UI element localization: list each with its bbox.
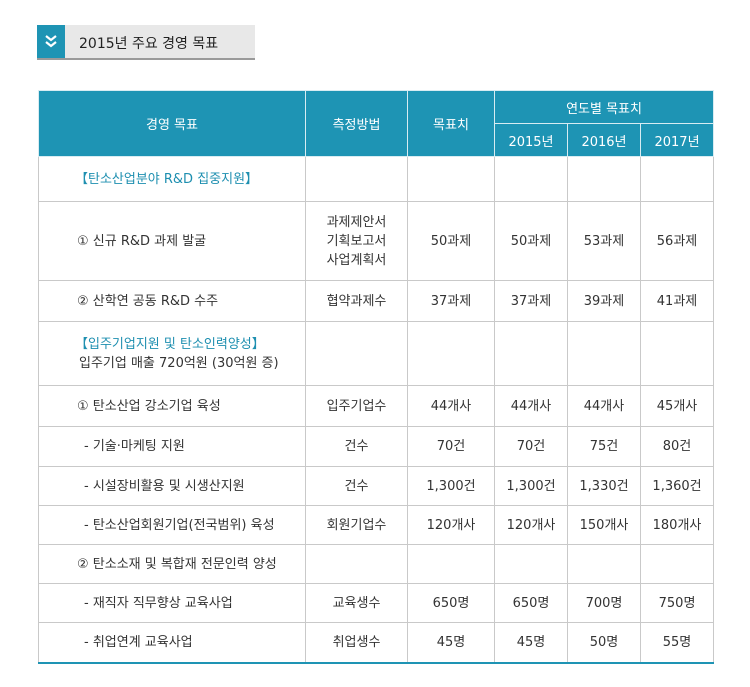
year-2016-cell: 39과제 — [567, 280, 641, 322]
table-row: - 취업연계 교육사업 취업생수 45명 45명 50명 55명 — [38, 622, 715, 664]
section-subtitle-tenant: 입주기업 매출 720억원 (30억원 증) — [79, 355, 279, 371]
goal-cell: - 재직자 직무향상 교육사업 — [38, 583, 306, 623]
goal-cell: ② 탄소소재 및 복합재 전문인력 양성 — [38, 544, 306, 584]
header-year-2015: 2015년 — [494, 123, 568, 157]
table-row: - 시설장비활용 및 시생산지원 건수 1,300건 1,300건 1,330건… — [38, 466, 715, 506]
year-2016-cell: 700명 — [567, 583, 641, 623]
method-line: 사업계획서 — [326, 252, 387, 268]
header-method: 측정방법 — [305, 90, 408, 157]
method-cell: 건수 — [305, 466, 408, 506]
year-2015-cell: 50과제 — [494, 201, 568, 281]
section-title-tenant-label: 【입주기업지원 및 탄소인력양성】 — [75, 336, 265, 352]
year-2016-cell: 150개사 — [567, 505, 641, 545]
year-2017-cell: 56과제 — [639, 201, 715, 281]
section-title-rd: 【탄소산업분야 R&D 집중지원】 — [38, 156, 306, 202]
target-cell: 1,300건 — [407, 466, 495, 506]
table-row: ② 탄소소재 및 복합재 전문인력 양성 — [38, 544, 715, 584]
header-goal: 경영 목표 — [38, 90, 306, 157]
year-2015-cell: 120개사 — [494, 505, 568, 545]
method-cell: 회원기업수 — [305, 505, 408, 545]
year-2016-cell: 1,330건 — [567, 466, 641, 506]
method-cell: 과제제안서 기획보고서 사업계획서 — [305, 201, 408, 281]
header-target: 목표치 — [407, 90, 495, 157]
management-goals-table: 경영 목표 측정방법 목표치 연도별 목표치 2015년 2016년 2017년… — [38, 90, 715, 664]
target-cell: 120개사 — [407, 505, 495, 545]
target-cell: 45명 — [407, 622, 495, 664]
page-title: 2015년 주요 경영 목표 — [79, 36, 219, 52]
page-title-box: 2015년 주요 경영 목표 — [37, 25, 255, 60]
year-2016-cell: 44개사 — [567, 385, 641, 427]
year-2016-cell: 53과제 — [567, 201, 641, 281]
method-line: 과제제안서 — [326, 214, 387, 230]
section-title-rd-label: 【탄소산업분야 R&D 집중지원】 — [75, 171, 259, 187]
year-2017-cell: 45개사 — [639, 385, 715, 427]
goal-cell: - 기술·마케팅 지원 — [38, 426, 306, 467]
method-cell: 입주기업수 — [305, 385, 408, 427]
method-cell: 건수 — [305, 426, 408, 467]
table-row: ① 탄소산업 강소기업 육성 입주기업수 44개사 44개사 44개사 45개사 — [38, 385, 715, 427]
goal-cell: ① 신규 R&D 과제 발굴 — [38, 201, 306, 281]
table-row: 【탄소산업분야 R&D 집중지원】 — [38, 156, 715, 202]
year-2017-cell: 80건 — [639, 426, 715, 467]
header-yearly: 연도별 목표치 — [493, 90, 715, 124]
year-2017-cell: 41과제 — [639, 280, 715, 322]
year-2015-cell: 45명 — [494, 622, 568, 664]
target-cell: 37과제 — [407, 280, 495, 322]
method-cell: 취업생수 — [305, 622, 408, 664]
table-row: ② 산학연 공동 R&D 수주 협약과제수 37과제 37과제 39과제 41과… — [38, 280, 715, 322]
table-row: - 탄소산업회원기업(전국범위) 육성 회원기업수 120개사 120개사 15… — [38, 505, 715, 545]
goal-cell: - 시설장비활용 및 시생산지원 — [38, 466, 306, 506]
goal-cell: - 탄소산업회원기업(전국범위) 육성 — [38, 505, 306, 545]
method-line: 기획보고서 — [326, 233, 387, 249]
goal-cell: - 취업연계 교육사업 — [38, 622, 306, 664]
header-year-2016: 2016년 — [567, 123, 641, 157]
target-cell: 650명 — [407, 583, 495, 623]
year-2015-cell: 70건 — [494, 426, 568, 467]
method-cell: 교육생수 — [305, 583, 408, 623]
target-cell: 70건 — [407, 426, 495, 467]
year-2017-cell: 55명 — [639, 622, 715, 664]
year-2015-cell: 1,300건 — [494, 466, 568, 506]
year-2016-cell: 50명 — [567, 622, 641, 664]
table-row: ① 신규 R&D 과제 발굴 과제제안서 기획보고서 사업계획서 50과제 50… — [38, 201, 715, 281]
table-row: - 재직자 직무향상 교육사업 교육생수 650명 650명 700명 750명 — [38, 583, 715, 623]
year-2017-cell: 750명 — [639, 583, 715, 623]
header-year-2017: 2017년 — [639, 123, 715, 157]
year-2017-cell: 1,360건 — [639, 466, 715, 506]
goal-cell: ① 탄소산업 강소기업 육성 — [38, 385, 306, 427]
target-cell: 44개사 — [407, 385, 495, 427]
table-row: 【입주기업지원 및 탄소인력양성】 입주기업 매출 720억원 (30억원 증) — [38, 321, 715, 386]
target-cell: 50과제 — [407, 201, 495, 281]
double-chevron-down-icon — [37, 25, 65, 58]
table-row: - 기술·마케팅 지원 건수 70건 70건 75건 80건 — [38, 426, 715, 467]
year-2015-cell: 650명 — [494, 583, 568, 623]
year-2016-cell: 75건 — [567, 426, 641, 467]
year-2017-cell: 180개사 — [639, 505, 715, 545]
year-2015-cell: 37과제 — [494, 280, 568, 322]
method-cell: 협약과제수 — [305, 280, 408, 322]
goal-cell: ② 산학연 공동 R&D 수주 — [38, 280, 306, 322]
section-title-tenant: 【입주기업지원 및 탄소인력양성】 입주기업 매출 720억원 (30억원 증) — [38, 321, 306, 386]
year-2015-cell: 44개사 — [494, 385, 568, 427]
